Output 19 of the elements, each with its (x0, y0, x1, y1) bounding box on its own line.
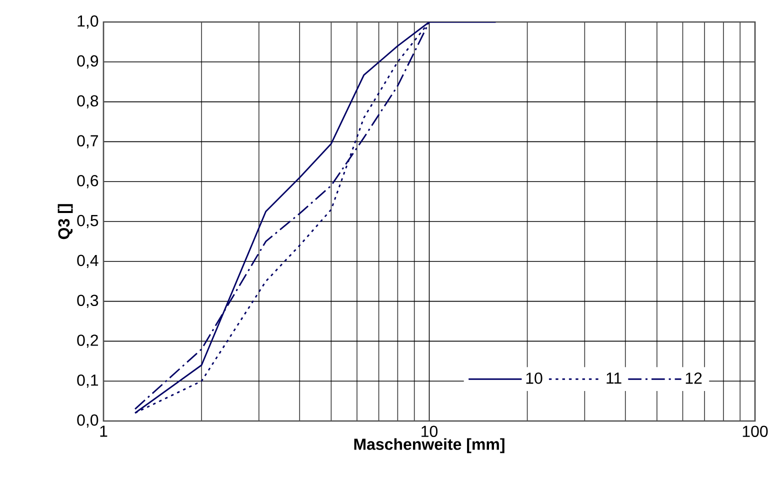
legend-label: 11 (606, 372, 622, 384)
y-tick-label: 0,7 (77, 135, 98, 148)
y-tick-label: 0,5 (77, 214, 98, 228)
legend-label: 12 (686, 372, 702, 384)
x-tick-label: 100 (742, 426, 768, 438)
y-tick-label: 1,0 (78, 15, 98, 29)
y-tick-label: 0,8 (77, 95, 98, 108)
y-tick-label: 0,2 (77, 334, 98, 348)
x-tick-label: 10 (422, 426, 438, 438)
y-tick-label: 0,6 (77, 174, 98, 188)
legend-label: 10 (526, 372, 542, 384)
y-axis-title: Q3 [] (58, 204, 73, 240)
x-axis-title: Maschenweite [mm] (354, 438, 504, 454)
y-tick-label: 0,1 (77, 374, 98, 388)
y-tick-label: 0,0 (77, 414, 98, 428)
y-tick-label: 0,9 (77, 55, 98, 69)
y-tick-label: 0,4 (77, 254, 98, 268)
x-tick-label: 1 (100, 426, 108, 437)
y-tick-label: 0,3 (77, 294, 98, 308)
